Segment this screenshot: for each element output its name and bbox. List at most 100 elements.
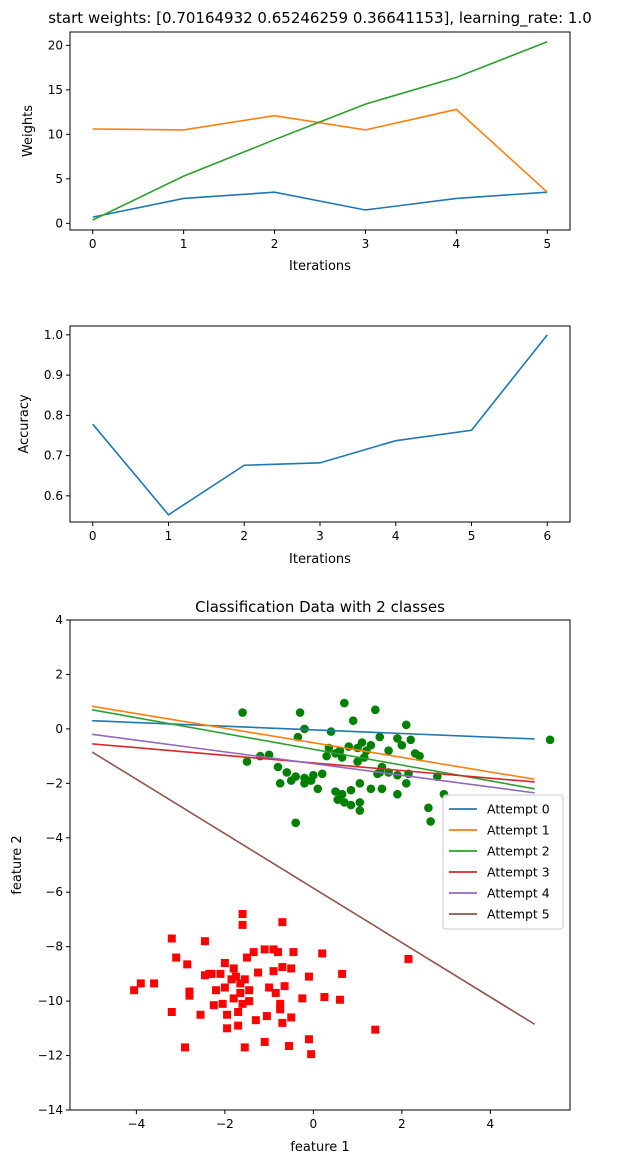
classification-plot-frame (69, 619, 571, 1111)
class-0-point (322, 751, 331, 761)
class-1-point (307, 1050, 316, 1059)
class-1-point (223, 1010, 232, 1019)
class-1-point (196, 1010, 205, 1019)
class-0-point (346, 785, 356, 795)
weights-x-axis-label: Iterations (289, 259, 351, 274)
class-1-point (234, 1021, 243, 1030)
class-1-point (260, 945, 269, 954)
class-0-point (340, 698, 349, 708)
class-1-point (229, 964, 238, 973)
accuracy-series-line-0 (92, 334, 548, 516)
legend: Attempt 0 Attempt 1 Attempt 2 Attempt 3 Atte… (442, 794, 564, 930)
class-0-point (545, 735, 555, 745)
class-1-point (271, 988, 280, 997)
weights-plot-area: 0 1 2 3 4 5 0 5 10 15 20 (48, 38, 551, 251)
class-0-point (317, 769, 327, 779)
class-1-point (220, 983, 229, 992)
classification-series-line-1 (91, 705, 535, 781)
classification-y-tick-label: −4 (45, 831, 63, 845)
weights-chart-title: start weights: [0.70164932 0.65246259 0.… (48, 9, 592, 28)
weights-y-tick-label: 5 (55, 172, 63, 186)
class-1-point (260, 1037, 269, 1046)
class-1-point (249, 948, 258, 957)
accuracy-chart: 0 1 2 3 4 5 6 0.6 0.7 0.8 0.9 1.0 Iterations Accura… (17, 325, 571, 567)
class-1-point (205, 969, 214, 978)
classification-x-tick-label: 2 (398, 1117, 406, 1131)
class-1-point (212, 986, 221, 995)
class-0-point (397, 740, 407, 750)
class-1-point (238, 920, 247, 929)
class-0-point (282, 768, 292, 777)
class-0-point (355, 806, 365, 815)
class-1-point (231, 972, 240, 981)
class-0-point (366, 784, 376, 794)
class-0-point (393, 789, 402, 799)
class-0-point (331, 787, 340, 796)
legend-box (442, 794, 564, 930)
class-1-point (223, 1024, 232, 1033)
class-1-point (240, 1043, 249, 1052)
class-0-point (371, 705, 380, 715)
accuracy-x-tick-label: 5 (468, 529, 476, 543)
class-1-point (278, 918, 287, 927)
weights-x-tick-label: 2 (271, 237, 279, 251)
class-0-point (377, 784, 387, 794)
classification-series-line-0 (92, 719, 535, 740)
class-1-point (262, 1012, 271, 1021)
class-0-point (401, 720, 411, 730)
legend-entry: Attempt 5 (487, 907, 550, 922)
legend-entry: Attempt 4 (487, 886, 550, 901)
accuracy-y-tick-label: 0.6 (44, 489, 63, 503)
class-1-point (280, 982, 289, 991)
accuracy-x-axis-label: Iterations (289, 552, 351, 567)
class-0-point (353, 757, 362, 766)
class-1-point (251, 1016, 260, 1025)
class-1-point (318, 949, 327, 958)
legend-entry: Attempt 3 (487, 865, 550, 880)
classification-y-tick-label: 2 (55, 667, 63, 681)
weights-y-tick-label: 15 (48, 83, 63, 97)
class-0-point (377, 762, 387, 772)
accuracy-x-tick-label: 1 (165, 529, 173, 543)
class-1-point (285, 1042, 294, 1051)
class-0-point (362, 746, 371, 755)
classification-x-tick-label: −4 (128, 1117, 146, 1131)
legend-entry: Attempt 1 (487, 823, 550, 838)
classification-chart-title: Classification Data with 2 classes (195, 598, 445, 616)
classification-y-tick-label: −12 (38, 1049, 63, 1063)
class-0-point (346, 800, 356, 810)
weights-x-tick-label: 3 (362, 237, 370, 251)
weights-x-tick-label: 4 (453, 237, 461, 251)
class-1-point (304, 972, 313, 981)
class-0-point (273, 762, 283, 772)
class-1-point (238, 910, 247, 918)
class-0-point (355, 798, 365, 807)
accuracy-y-tick-label: 0.8 (44, 408, 63, 422)
classification-x-tick-label: −2 (216, 1117, 234, 1131)
legend-entry: Attempt 2 (487, 844, 550, 859)
class-1-point (371, 1025, 380, 1034)
class-1-point (200, 971, 209, 980)
class-1-point (278, 963, 287, 972)
class-1-point (335, 995, 344, 1004)
class-1-point (136, 979, 145, 988)
classification-y-tick-label: 4 (55, 613, 63, 627)
class-1-point (404, 954, 413, 963)
class-0-point (291, 772, 300, 781)
accuracy-x-tick-label: 3 (316, 529, 324, 543)
class-0-point (375, 732, 385, 742)
class-1-point (278, 1018, 287, 1027)
weights-series-line-2 (92, 41, 548, 221)
class-0-point (337, 789, 347, 799)
class-1-point (238, 999, 247, 1008)
class-1-point (229, 994, 238, 1003)
accuracy-x-tick-label: 4 (392, 529, 400, 543)
class-0-point (340, 798, 349, 807)
class-0-point (384, 746, 393, 755)
classification-x-tick-label: 4 (487, 1117, 495, 1131)
accuracy-y-tick-label: 0.7 (44, 449, 63, 463)
weights-y-tick-label: 0 (55, 216, 63, 230)
class-0-point (300, 779, 309, 788)
classification-y-tick-label: −14 (38, 1103, 63, 1117)
